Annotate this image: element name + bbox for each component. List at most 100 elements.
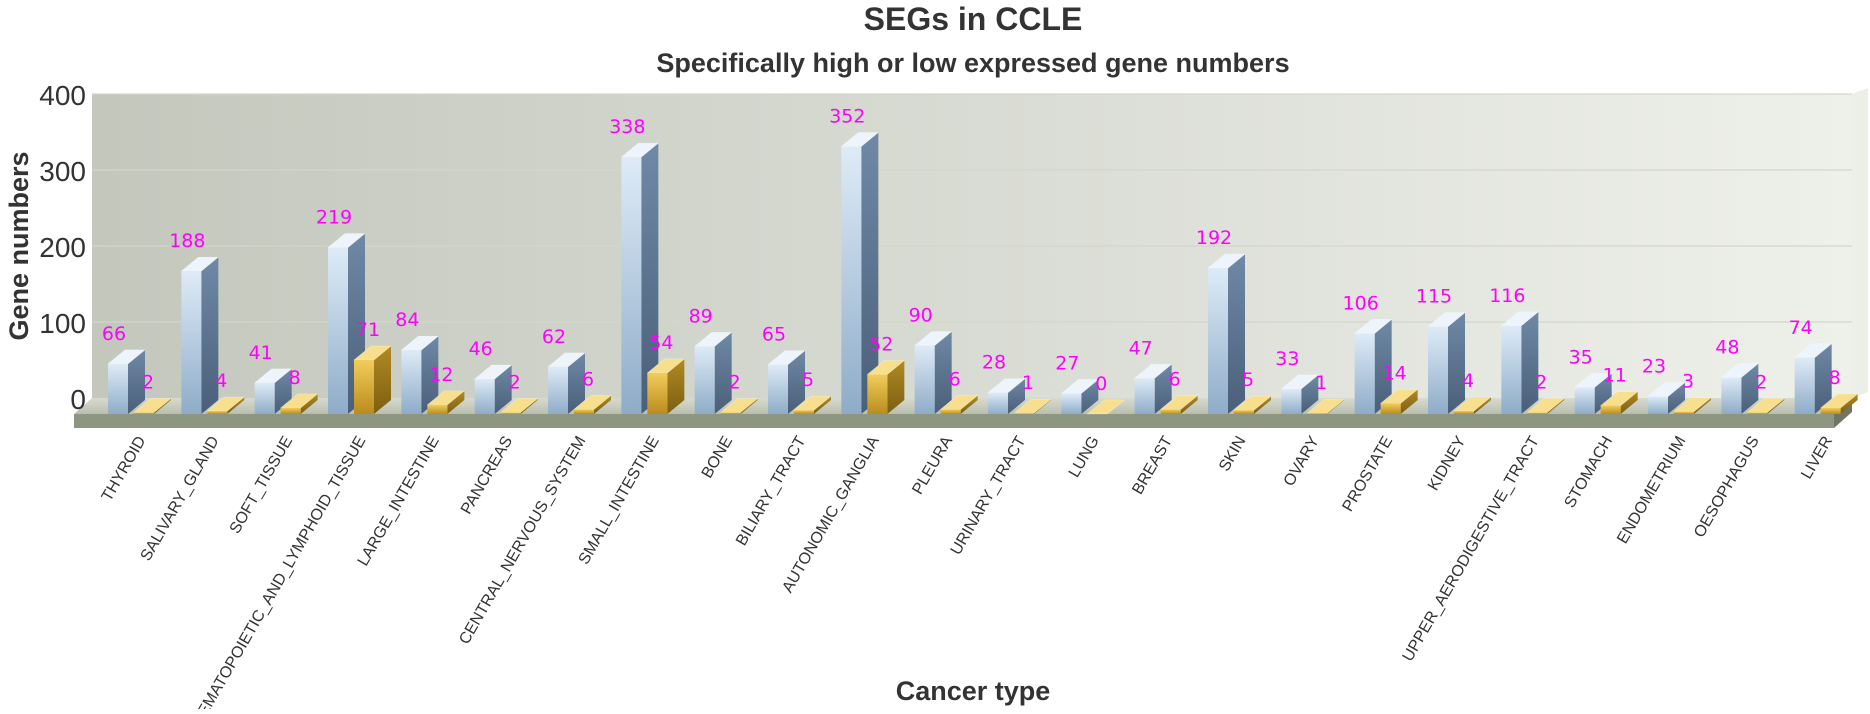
data-label: 41 <box>249 342 273 364</box>
bar-front <box>621 157 641 414</box>
bar-blue-19 <box>1501 312 1538 414</box>
data-label: 352 <box>829 105 865 127</box>
bar-front <box>1161 409 1181 414</box>
data-label: 62 <box>542 326 566 348</box>
data-label: 89 <box>689 305 713 327</box>
data-label: 54 <box>649 332 673 354</box>
bar-front <box>1208 268 1228 414</box>
x-tick-label: PROSTATE <box>1339 434 1396 515</box>
bar-front <box>475 379 495 414</box>
bar-side <box>1448 313 1465 414</box>
data-label: 192 <box>1196 227 1232 249</box>
bar-front <box>108 364 128 414</box>
y-axis-title: Gene numbers <box>4 151 34 340</box>
bar-front <box>1527 412 1547 414</box>
x-tick-label: SKIN <box>1216 434 1249 475</box>
x-tick-label: URINARY_TRACT <box>948 433 1030 558</box>
bar-front <box>1721 378 1741 414</box>
data-label: 35 <box>1569 346 1593 368</box>
bar-front <box>548 367 568 414</box>
bar-front <box>915 346 935 414</box>
data-label: 6 <box>1169 368 1181 390</box>
bar-front <box>1454 411 1474 414</box>
bar-front <box>255 383 275 414</box>
bar-front <box>768 365 788 414</box>
bar-blue-8 <box>695 332 732 414</box>
x-tick-label: SOFT_TISSUE <box>227 434 296 537</box>
bar-front <box>1648 397 1668 414</box>
bar-blue-18 <box>1428 313 1465 414</box>
x-tick-label: PANCREAS <box>458 434 516 518</box>
bar-front <box>1575 387 1595 414</box>
data-label: 46 <box>469 338 493 360</box>
data-label: 66 <box>102 323 126 345</box>
x-tick-label: THYROID <box>99 434 150 505</box>
data-label: 65 <box>762 324 786 346</box>
y-tick-label: 400 <box>39 80 86 111</box>
bar-front <box>427 405 447 414</box>
data-label: 219 <box>316 207 352 229</box>
data-label: 33 <box>1275 348 1299 370</box>
x-tick-label: UPPER_AERODIGESTIVE_TRACT <box>1400 433 1543 664</box>
bar-front <box>1281 389 1301 414</box>
data-label: 188 <box>169 230 205 252</box>
data-label: 47 <box>1129 337 1153 359</box>
data-label: 90 <box>909 305 933 327</box>
data-label: 115 <box>1416 286 1452 308</box>
data-label: 2 <box>729 371 741 393</box>
bar-blue-9 <box>768 351 805 414</box>
x-tick-label: SALIVARY_GLAND <box>138 434 223 564</box>
bar-blue-15 <box>1208 254 1245 414</box>
bar-blue-1 <box>181 257 218 414</box>
bar-front <box>401 350 421 414</box>
data-label: 106 <box>1343 292 1379 314</box>
data-label: 116 <box>1489 285 1525 307</box>
x-tick-label: OESOPHAGUS <box>1691 434 1763 541</box>
data-label: 2 <box>509 371 521 393</box>
bar-front <box>1381 403 1401 414</box>
data-label: 6 <box>949 368 961 390</box>
data-label: 8 <box>1829 367 1841 389</box>
bar-front <box>867 374 887 414</box>
bar-front <box>281 408 301 414</box>
data-label: 11 <box>1603 365 1627 387</box>
bar-side <box>1521 312 1538 414</box>
bar-front <box>501 412 521 414</box>
data-label: 12 <box>429 364 453 386</box>
bar-front <box>1795 358 1815 414</box>
data-label: 48 <box>1715 337 1739 359</box>
bar-front <box>328 248 348 414</box>
x-tick-label: LARGE_INTESTINE <box>355 434 443 570</box>
bar-front <box>647 373 667 414</box>
bar-front <box>794 410 814 414</box>
x-tick-label: SMALL_INTESTINE <box>576 434 663 568</box>
data-label: 2 <box>1535 371 1547 393</box>
x-tick-label: LIVER <box>1798 434 1836 483</box>
data-label: 14 <box>1383 362 1407 384</box>
data-label: 28 <box>982 352 1006 374</box>
bar-front <box>354 360 374 414</box>
data-label: 27 <box>1055 352 1079 374</box>
data-label: 8 <box>289 367 301 389</box>
bar-front <box>721 412 741 414</box>
data-label: 2 <box>1755 371 1767 393</box>
x-tick-label: STOMACH <box>1562 434 1617 512</box>
data-label: 1 <box>1022 372 1034 394</box>
data-label: 5 <box>802 369 814 391</box>
bar-front <box>941 409 961 414</box>
chart-title: SEGs in CCLE <box>864 1 1083 37</box>
x-axis-title: Cancer type <box>896 676 1051 706</box>
bar-front <box>1501 326 1521 414</box>
bar-blue-0 <box>108 350 145 414</box>
chart-subtitle: Specifically high or low expressed gene … <box>656 48 1289 78</box>
x-tick-label: BILIARY_TRACT <box>733 433 809 548</box>
x-tick-label: KIDNEY <box>1425 433 1470 493</box>
bar-front <box>1135 378 1155 414</box>
x-tick-label: BONE <box>699 434 736 482</box>
bar-front <box>1747 412 1767 414</box>
bar-front <box>181 271 201 414</box>
bar-front <box>1234 410 1254 414</box>
bar-front <box>1674 412 1694 414</box>
